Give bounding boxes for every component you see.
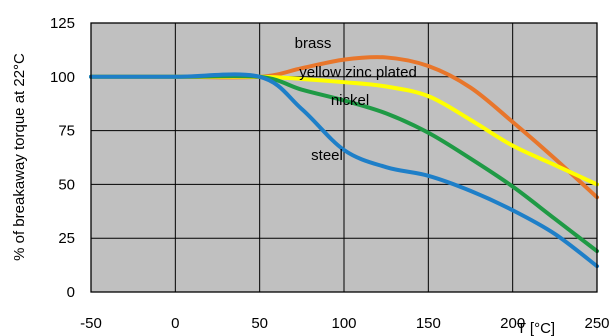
y-axis-label: % of breakaway torque at 22°C	[11, 53, 28, 261]
x-tick-label: 150	[416, 315, 441, 332]
series-label-nickel: nickel	[331, 92, 369, 109]
x-tick-label: 100	[331, 315, 356, 332]
y-tick-label: 50	[58, 176, 75, 193]
y-tick-label: 75	[58, 123, 75, 140]
series-lines	[89, 55, 599, 269]
x-tick-label: 250	[584, 315, 609, 332]
x-tick-label: 50	[251, 315, 268, 332]
y-tick-label: 0	[67, 284, 75, 301]
y-tick-label: 25	[58, 230, 75, 247]
series-label-brass: brass	[295, 35, 332, 52]
x-tick-label: 200	[500, 315, 525, 332]
x-tick-label: -50	[80, 315, 102, 332]
series-label-yellow-zinc-plated: yellow zinc plated	[299, 64, 417, 81]
x-axis-label: T [°C]	[517, 320, 555, 336]
series-label-steel: steel	[311, 147, 343, 164]
x-tick-label: 0	[171, 315, 179, 332]
plot-border	[90, 22, 598, 293]
y-tick-labels: 0 25 50 75 100 125	[50, 15, 75, 301]
series-labels: brass yellow zinc plated nickel steel	[295, 35, 417, 164]
x-tick-labels: -50 0 50 100 150 200 250	[80, 315, 609, 332]
y-tick-label: 125	[50, 15, 75, 32]
y-tick-label: 100	[50, 69, 75, 86]
series-line-steel	[89, 72, 599, 269]
